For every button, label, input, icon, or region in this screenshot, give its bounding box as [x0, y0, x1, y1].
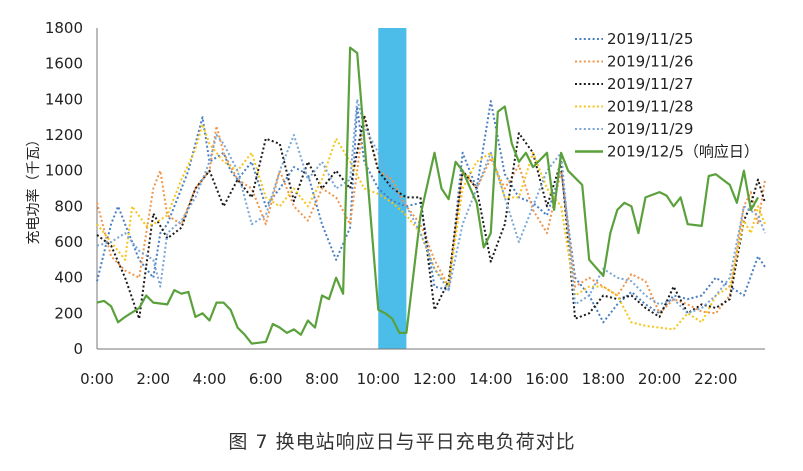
y-tick-label: 1800: [45, 19, 83, 37]
x-tick-label: 0:00: [80, 370, 114, 388]
series-line-3: [96, 114, 766, 320]
x-tick-labels: 0:00 2:00 4:00 6:00 8:00 10:00 12:00 14:00 16:00…: [80, 370, 737, 388]
y-tick-label: 800: [54, 197, 83, 215]
x-tick-label: 2:00: [136, 370, 170, 388]
y-tick-label: 1200: [45, 126, 83, 144]
legend-label: 2019/11/29: [607, 120, 693, 138]
series-line-2: [96, 116, 766, 315]
legend-label: 2019/11/26: [607, 53, 693, 71]
y-tick-label: 1600: [45, 55, 83, 73]
x-tick-label: 4:00: [193, 370, 227, 388]
y-tick-label: 400: [54, 269, 83, 287]
y-axis-title: 充电功率（千瓦）: [25, 133, 42, 245]
x-tick-label: 20:00: [638, 370, 681, 388]
highlight-band-layer: [378, 28, 407, 349]
figure-caption: 图 7 换电站响应日与平日充电负荷对比: [228, 431, 575, 453]
series-line-5: [96, 98, 766, 315]
y-tick-label: 200: [54, 304, 83, 322]
legend-label: 2019/11/25: [607, 30, 693, 48]
response-period-band: [378, 28, 407, 349]
legend: 2019/11/25 2019/11/26 2019/11/27 2019/11/28…: [575, 30, 759, 161]
legend-label: 2019/12/5（响应日）: [607, 143, 759, 161]
y-tick-label: 1000: [45, 162, 83, 180]
y-tick-label: 1400: [45, 90, 83, 108]
y-tick-label: 0: [73, 340, 83, 358]
legend-label: 2019/11/28: [607, 98, 693, 116]
x-tick-label: 8:00: [305, 370, 339, 388]
x-tick-label: 16:00: [525, 370, 568, 388]
x-tick-label: 22:00: [694, 370, 737, 388]
legend-label: 2019/11/27: [607, 75, 693, 93]
series-line-6: [96, 46, 759, 345]
x-tick-label: 10:00: [357, 370, 400, 388]
axes: 0 200 400 600 800 1000 1200 1400 1600 1800 0:00 2:…: [25, 19, 765, 388]
x-tick-label: 18:00: [582, 370, 625, 388]
x-tick-label: 6:00: [249, 370, 283, 388]
y-tick-label: 600: [54, 233, 83, 251]
y-tick-labels: 0 200 400 600 800 1000 1200 1400 1600 1800: [45, 19, 83, 358]
x-tick-label: 14:00: [469, 370, 512, 388]
series-lines: [96, 46, 766, 345]
x-tick-label: 12:00: [413, 370, 456, 388]
